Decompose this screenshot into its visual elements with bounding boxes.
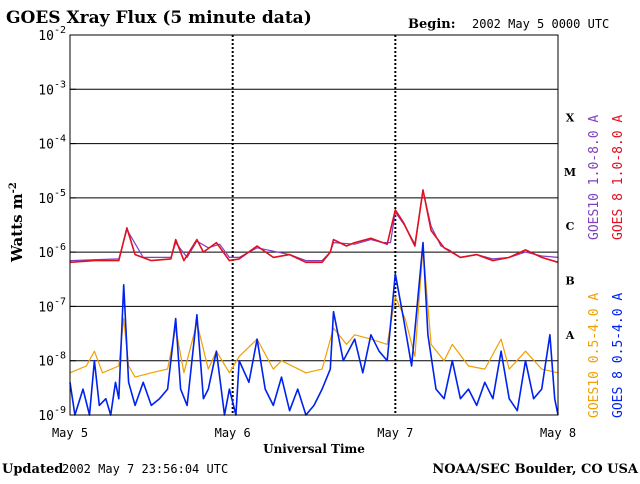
y-tick-base: 10 — [38, 83, 54, 98]
legend-entry: GOES 8 1.0-8.0 A — [611, 115, 626, 240]
y-axis-label-text: Watts m — [8, 193, 26, 263]
flare-class-label: M — [564, 166, 576, 179]
legend: GOES10 1.0-8.0 A GOES 8 1.0-8.0 A GOES10 0… — [587, 115, 626, 418]
y-tick-label: 10-4 — [38, 134, 66, 153]
y-tick-base: 10 — [38, 355, 54, 370]
flare-class-label: X — [566, 112, 575, 125]
x-axis-label: Universal Time — [263, 442, 365, 456]
y-tick-base: 10 — [38, 246, 54, 261]
y-tick-exponent: -9 — [54, 405, 66, 416]
grid-lines — [70, 34, 558, 416]
y-tick-label: 10-6 — [38, 242, 66, 261]
legend-entry: GOES10 0.5-4.0 A — [587, 293, 602, 418]
begin-label: Begin: — [408, 17, 456, 32]
y-tick-label: 10-7 — [38, 296, 66, 315]
y-tick-label: 10-3 — [38, 79, 66, 98]
series-line — [69, 189, 559, 264]
footer-updated-value: 2002 May 7 23:56:04 UTC — [62, 462, 228, 476]
legend-entry: GOES 8 0.5-4.0 A — [611, 293, 626, 418]
x-tick-label: May 7 — [377, 426, 413, 440]
y-tick-base: 10 — [38, 300, 54, 315]
footer-credit: NOAA/SEC Boulder, CO USA — [432, 462, 639, 477]
x-tick-label: May 5 — [52, 426, 88, 440]
y-tick-label: 10-9 — [38, 405, 66, 424]
flare-class-label: A — [565, 329, 575, 342]
y-axis-label-exponent: -2 — [8, 182, 19, 193]
y-tick-exponent: -4 — [54, 134, 66, 145]
y-tick-exponent: -8 — [54, 351, 66, 362]
x-tick-label: May 8 — [540, 426, 576, 440]
legend-entry: GOES10 1.0-8.0 A — [587, 115, 602, 240]
y-tick-base: 10 — [38, 192, 54, 207]
y-tick-base: 10 — [38, 409, 54, 424]
begin-value: 2002 May 5 0000 UTC — [472, 17, 609, 31]
plot-frame — [69, 34, 559, 416]
series-line — [69, 241, 559, 416]
y-tick-exponent: -7 — [54, 296, 66, 307]
y-tick-exponent: -6 — [54, 242, 66, 253]
flare-class-labels: X M C B A — [564, 112, 576, 342]
y-tick-exponent: -5 — [54, 188, 66, 199]
y-tick-base: 10 — [38, 29, 54, 44]
x-tick-labels: May 5 May 6 May 7 May 8 — [52, 426, 576, 440]
footer-updated-label: Updated — [2, 462, 63, 477]
y-tick-label: 10-5 — [38, 188, 66, 207]
y-tick-labels: 10-210-310-410-510-610-710-810-9 — [38, 25, 76, 424]
series-lines — [69, 189, 559, 416]
y-tick-label: 10-8 — [38, 351, 66, 370]
y-tick-exponent: -3 — [54, 79, 66, 90]
flare-class-label: C — [566, 220, 575, 233]
series-line — [69, 247, 559, 378]
x-tick-label: May 6 — [215, 426, 251, 440]
y-tick-exponent: -2 — [54, 25, 66, 36]
y-tick-label: 10-2 — [38, 25, 66, 44]
chart-title: GOES Xray Flux (5 minute data) — [6, 8, 312, 28]
y-axis-label: Watts m-2 — [8, 182, 26, 263]
y-tick-base: 10 — [38, 138, 54, 153]
flare-class-label: B — [565, 275, 574, 288]
series-line — [69, 190, 559, 262]
